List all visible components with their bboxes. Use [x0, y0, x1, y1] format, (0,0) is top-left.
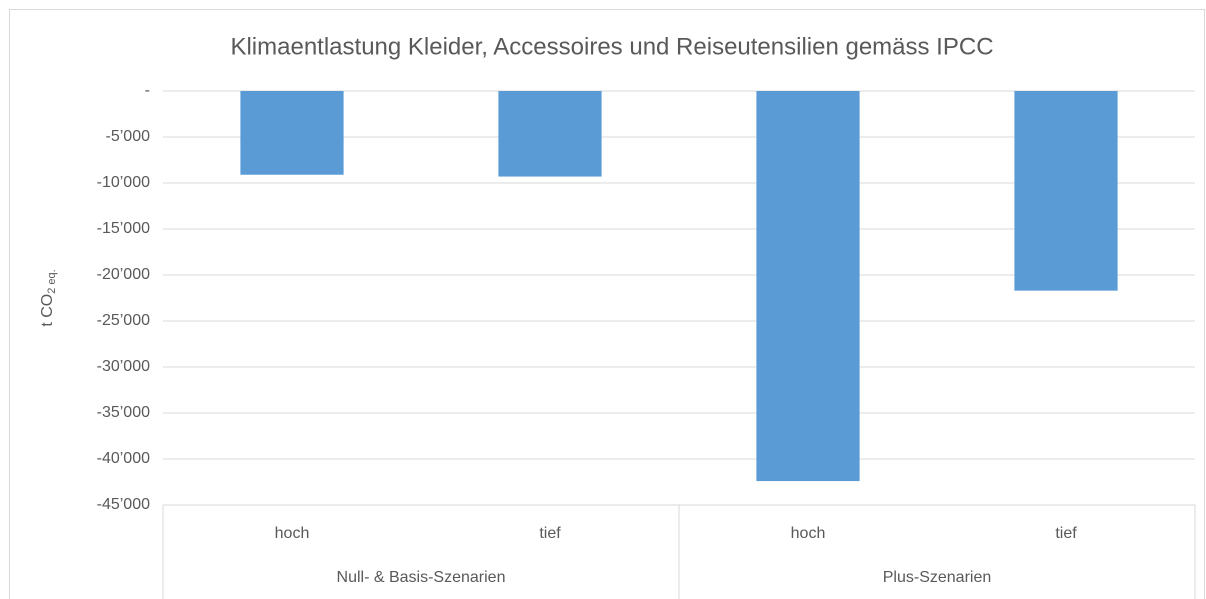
- y-tick-label: -30’000: [97, 358, 150, 375]
- chart-title: Klimaentlastung Kleider, Accessoires und…: [230, 33, 993, 60]
- chart-frame: [9, 9, 1205, 599]
- y-tick-label: -10’000: [97, 174, 150, 191]
- y-tick-label: -35’000: [97, 404, 150, 421]
- y-tick-label: -20’000: [97, 266, 150, 283]
- group-label: Null- & Basis-Szenarien: [337, 569, 506, 586]
- y-tick-label: -15’000: [97, 220, 150, 237]
- x-tick-label: hoch: [275, 525, 310, 542]
- y-tick-label: -: [145, 82, 150, 99]
- y-tick-label: -45’000: [97, 496, 150, 513]
- y-tick-label: -5’000: [106, 128, 151, 145]
- bar: [240, 91, 344, 175]
- x-tick-label: hoch: [791, 525, 826, 542]
- bar: [498, 91, 602, 177]
- bar: [756, 91, 860, 482]
- x-tick-label: tief: [539, 525, 561, 542]
- x-tick-label: tief: [1055, 525, 1077, 542]
- y-tick-label: -40’000: [97, 450, 150, 467]
- y-axis-label: t CO2 eq.: [39, 269, 58, 326]
- y-label-main: t CO: [39, 294, 56, 327]
- bar: [1014, 91, 1118, 291]
- y-label-sub: 2 eq.: [46, 269, 58, 293]
- group-label: Plus-Szenarien: [883, 569, 992, 586]
- y-tick-label: -25’000: [97, 312, 150, 329]
